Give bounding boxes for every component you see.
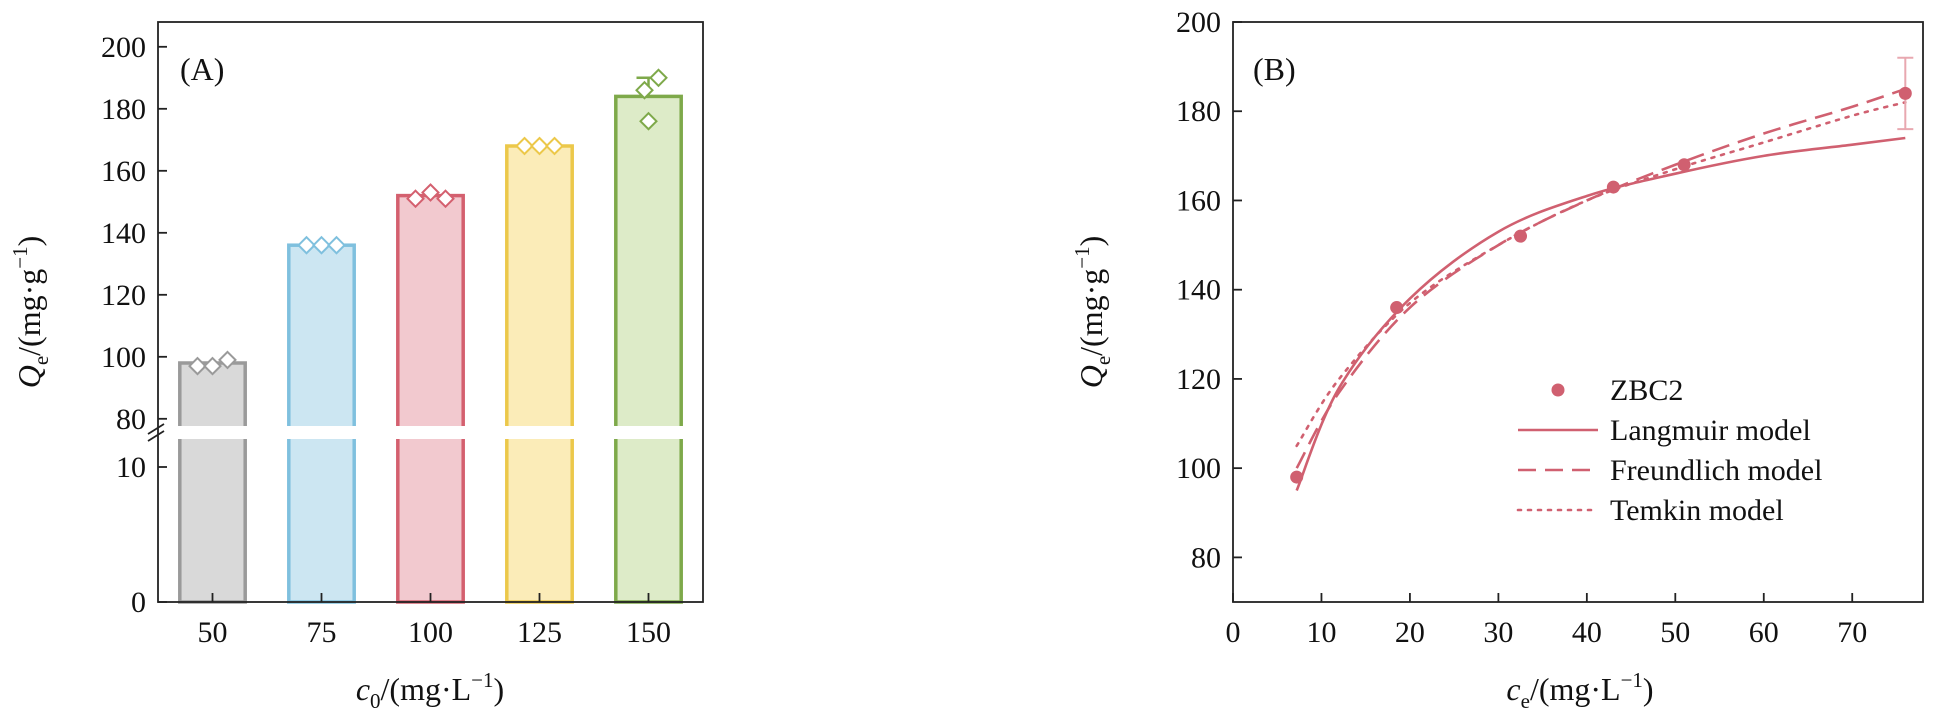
- replicate-marker: [312, 235, 331, 255]
- x-tick-label: 50: [1660, 616, 1690, 649]
- x-tick-label: 70: [1837, 616, 1867, 649]
- x-tick-label: 60: [1749, 616, 1779, 649]
- x-tick-label: 20: [1395, 616, 1425, 649]
- x-tick-label: 50: [198, 616, 228, 649]
- replicate-marker: [203, 356, 222, 376]
- panel-a-x-axis-title: c0/(mg·L−1): [356, 668, 504, 713]
- y-tick-label: 200: [101, 31, 146, 64]
- bar-75: [287, 243, 356, 604]
- panel-b-y-axis-title: Qe/(mg·g−1): [1070, 236, 1115, 389]
- replicate-marker: [188, 356, 207, 376]
- bar-50: [178, 361, 247, 604]
- replicate-marker: [436, 189, 455, 209]
- panel-a-y-axis-title: Qe/(mg·g−1): [8, 236, 53, 389]
- panel-b-x-ticks: 0 10 20 30 40 50 60 70: [1226, 593, 1867, 649]
- data-point: [1898, 86, 1912, 100]
- line-freundlich-model: [1295, 87, 1906, 469]
- replicate-marker: [639, 111, 658, 131]
- bar-100: [396, 193, 465, 604]
- y-tick-label: 180: [1176, 95, 1221, 128]
- y-tick-label: 100: [101, 341, 146, 374]
- y-tick-label: 0: [131, 586, 146, 619]
- y-tick-label: 80: [1191, 541, 1221, 574]
- replicate-marker: [635, 80, 654, 100]
- y-tick-label: 200: [1176, 6, 1221, 39]
- y-tick-label: 100: [1176, 452, 1221, 485]
- data-point: [1290, 470, 1304, 484]
- legend-marker: [1551, 383, 1565, 397]
- panel-a-label: (A): [180, 51, 224, 87]
- legend-label: ZBC2: [1610, 374, 1683, 407]
- legend-label: Freundlich model: [1610, 454, 1822, 487]
- replicate-marker: [327, 235, 346, 255]
- x-tick-label: 75: [307, 616, 337, 649]
- panel-b-scatter-chart: 80 100 120 140 160 180 200 0 10 20 30 40 50 60 70 (B)…: [1070, 6, 1924, 713]
- panel-b-y-ticks: 80 100 120 140 160 180 200: [1176, 6, 1242, 574]
- panel-a-replicate-markers: [188, 68, 668, 376]
- y-tick-label: 10: [116, 451, 146, 484]
- y-tick-label: 140: [1176, 274, 1221, 307]
- data-point: [1390, 301, 1404, 315]
- panel-b-label: (B): [1253, 51, 1296, 87]
- data-point: [1514, 229, 1527, 243]
- x-tick-label: 40: [1572, 616, 1602, 649]
- replicate-marker: [421, 183, 440, 202]
- replicate-marker: [406, 189, 425, 209]
- panel-b-legend: ZBC2 Langmuir model Freundlich model Temkin…: [1516, 374, 1822, 527]
- y-tick-label: 120: [1176, 363, 1221, 396]
- legend-label: Temkin model: [1610, 494, 1784, 527]
- panel-a-bar-chart: 80 100 120 140 160 180 200 0 10 50 75 100 125 150 (A…: [8, 21, 705, 713]
- x-tick-label: 10: [1306, 616, 1336, 649]
- bar-150: [614, 94, 683, 604]
- panel-a-bars: [156, 76, 705, 604]
- axis-break-mark: [147, 423, 165, 435]
- axis-break-mark: [147, 430, 165, 442]
- y-tick-label: 180: [101, 93, 146, 126]
- y-tick-label: 120: [101, 279, 146, 312]
- panel-b-axis-frame: [1232, 21, 1924, 603]
- panel-b-data-points: [1290, 56, 1914, 484]
- y-tick-label: 160: [1176, 184, 1221, 217]
- replicate-marker: [218, 350, 237, 370]
- panel-b-model-lines: [1295, 87, 1907, 491]
- line-langmuir-model: [1295, 136, 1906, 491]
- y-tick-label: 160: [101, 155, 146, 188]
- legend-label: Langmuir model: [1610, 414, 1811, 447]
- x-tick-label: 100: [408, 616, 453, 649]
- x-tick-label: 125: [517, 616, 562, 649]
- panel-a-x-ticks: 50 75 100 125 150: [198, 593, 671, 649]
- x-tick-label: 0: [1226, 616, 1241, 649]
- panel-a-y-ticks: 80 100 120 140 160 180 200 0 10: [101, 31, 167, 619]
- replicate-marker: [530, 136, 549, 156]
- x-tick-label: 30: [1483, 616, 1513, 649]
- bar-125: [505, 144, 574, 604]
- y-tick-label: 140: [101, 217, 146, 250]
- replicate-marker: [515, 136, 534, 156]
- data-point: [1606, 180, 1620, 194]
- x-tick-label: 150: [626, 616, 671, 649]
- replicate-marker: [297, 235, 316, 255]
- replicate-marker: [545, 136, 564, 156]
- panel-b-x-axis-title: ce/(mg·L−1): [1506, 668, 1653, 713]
- axis-break-gap: [156, 426, 705, 439]
- y-tick-label: 80: [116, 403, 146, 436]
- line-temkin-model: [1295, 101, 1907, 448]
- data-point: [1677, 158, 1691, 172]
- replicate-marker: [649, 68, 668, 88]
